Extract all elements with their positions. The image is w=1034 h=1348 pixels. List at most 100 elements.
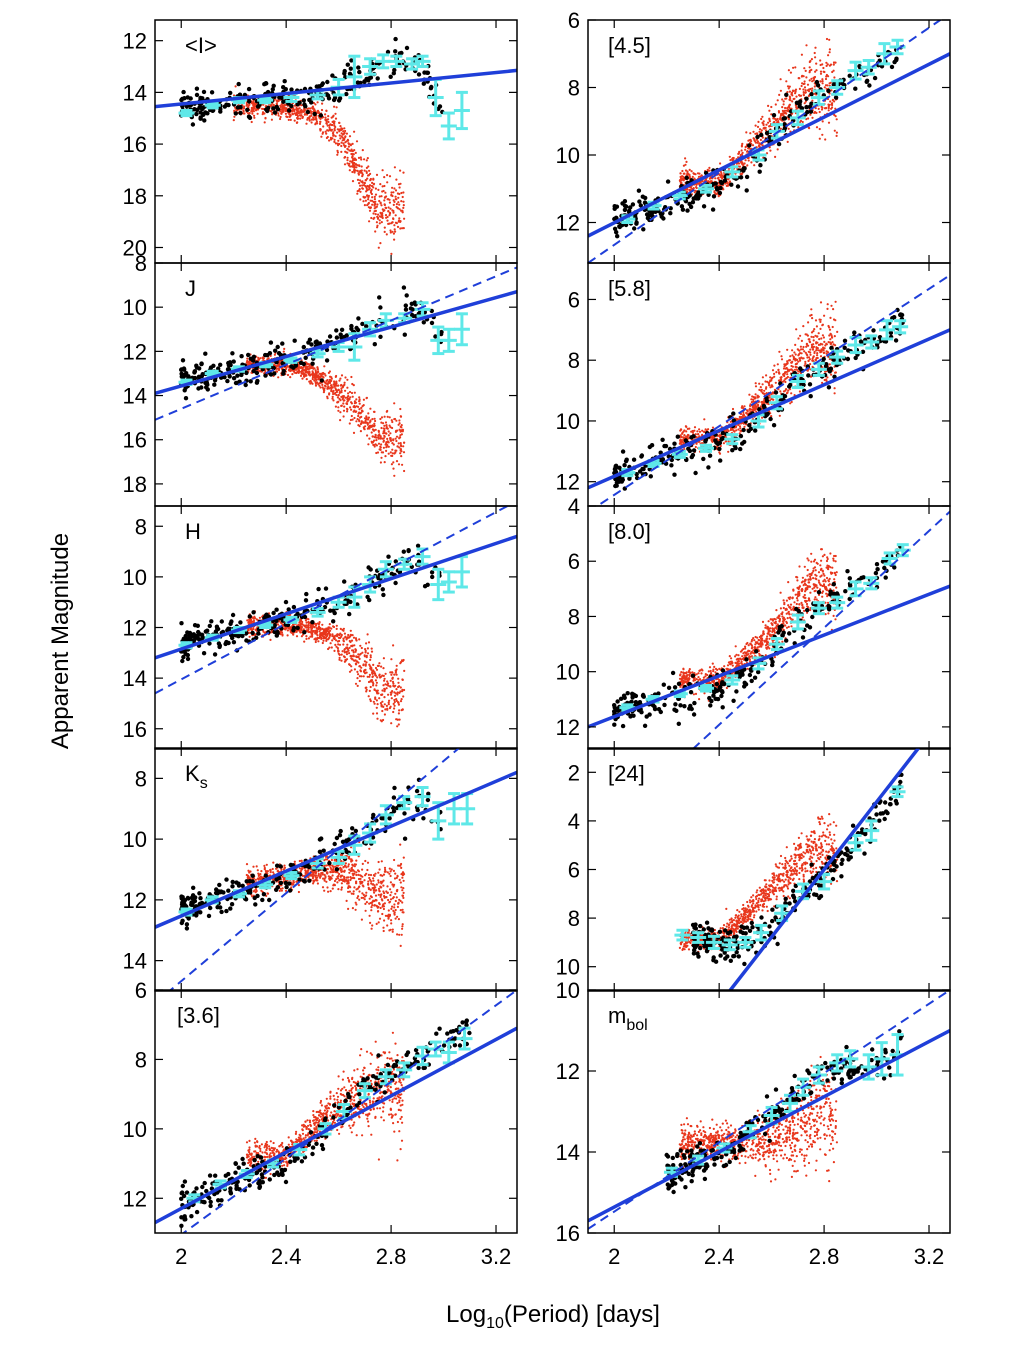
red-point xyxy=(682,177,685,180)
red-point xyxy=(393,166,396,169)
black-point xyxy=(218,109,223,114)
red-point xyxy=(358,419,361,422)
red-point xyxy=(811,317,814,320)
red-point xyxy=(324,113,327,116)
red-point xyxy=(825,64,828,67)
red-point xyxy=(395,449,398,452)
red-point xyxy=(389,451,392,454)
red-point xyxy=(720,176,723,179)
red-point xyxy=(786,360,789,363)
red-point xyxy=(818,110,821,114)
red-point xyxy=(821,63,824,66)
red-point xyxy=(392,191,395,194)
red-point xyxy=(368,437,371,440)
red-point xyxy=(825,350,828,353)
red-point xyxy=(321,131,325,134)
red-point xyxy=(283,347,286,350)
black-point xyxy=(276,351,282,356)
red-point xyxy=(365,190,368,193)
red-point xyxy=(688,189,691,192)
red-point xyxy=(346,410,349,413)
red-point xyxy=(830,304,833,307)
red-point xyxy=(390,463,393,466)
red-point xyxy=(827,324,830,328)
red-point xyxy=(385,216,388,219)
red-point xyxy=(790,368,793,371)
black-point xyxy=(619,479,624,484)
red-point xyxy=(386,427,389,430)
red-point xyxy=(794,357,797,360)
panel-label-main: [4.5] xyxy=(608,33,651,58)
red-point xyxy=(295,106,298,110)
red-point xyxy=(729,159,732,162)
red-point xyxy=(804,100,808,103)
black-point xyxy=(717,440,723,446)
black-point xyxy=(186,374,191,379)
red-point xyxy=(339,125,342,128)
black-point xyxy=(348,66,353,71)
red-point xyxy=(334,391,337,394)
black-point xyxy=(807,382,813,387)
red-point xyxy=(362,200,365,203)
red-point xyxy=(392,461,395,464)
red-point xyxy=(749,132,752,135)
red-point xyxy=(382,432,385,435)
red-point xyxy=(816,354,819,357)
red-point xyxy=(776,99,779,102)
red-point xyxy=(398,203,401,206)
plot-area xyxy=(588,274,950,506)
red-point xyxy=(786,85,790,88)
red-point xyxy=(383,415,386,418)
red-point xyxy=(308,119,311,122)
red-point xyxy=(816,352,819,355)
red-point xyxy=(313,379,316,382)
red-point xyxy=(708,166,711,169)
red-point xyxy=(250,108,254,111)
black-point xyxy=(701,456,706,462)
black-point xyxy=(722,178,728,183)
black-point xyxy=(433,334,438,339)
black-point xyxy=(251,358,256,363)
red-point xyxy=(317,370,320,373)
red-point xyxy=(790,91,794,94)
black-point xyxy=(199,361,204,366)
red-point xyxy=(817,332,820,335)
y-tick-label: 16 xyxy=(123,428,147,453)
red-point xyxy=(794,359,797,362)
red-point xyxy=(339,377,342,380)
black-point xyxy=(226,360,231,366)
binned-mean xyxy=(440,327,457,353)
red-point xyxy=(381,185,384,188)
red-point xyxy=(823,378,826,382)
red-point xyxy=(350,165,353,168)
red-point xyxy=(367,201,370,205)
black-point xyxy=(757,407,762,412)
black-point xyxy=(306,340,311,345)
red-point xyxy=(360,406,363,409)
red-point xyxy=(287,118,290,121)
red-point xyxy=(693,426,697,429)
red-point xyxy=(378,433,381,436)
black-point xyxy=(180,358,186,363)
black-point xyxy=(807,104,813,110)
red-point xyxy=(388,222,391,225)
red-point xyxy=(784,380,787,384)
black-point xyxy=(301,98,306,103)
y-tick-label: 6 xyxy=(568,8,580,33)
red-point xyxy=(396,445,399,448)
red-point xyxy=(373,201,376,204)
black-point xyxy=(658,211,664,217)
red-point xyxy=(743,425,746,428)
red-point xyxy=(686,172,690,176)
red-point xyxy=(374,443,377,446)
black-point xyxy=(319,378,324,383)
red-point xyxy=(358,396,361,399)
red-point xyxy=(361,410,364,413)
red-point xyxy=(808,340,811,343)
red-point xyxy=(826,307,829,310)
red-point xyxy=(339,137,342,140)
red-point xyxy=(833,387,836,390)
red-point xyxy=(399,220,402,223)
red-point xyxy=(707,428,710,431)
black-point xyxy=(764,398,770,404)
